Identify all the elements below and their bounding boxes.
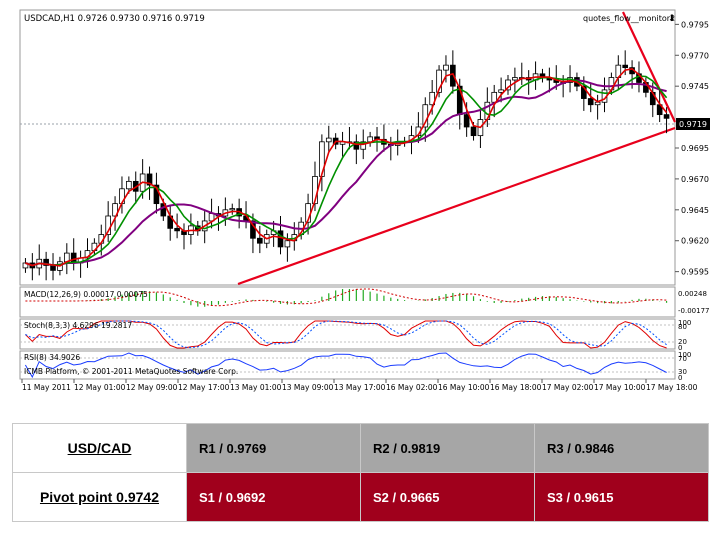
candle-body (43, 258, 49, 266)
ma-mid-line (25, 75, 668, 267)
price-tick-label: 0.9645 (681, 206, 709, 215)
price-axis: 0.9795 0.9770 0.9745 0.9695 0.9670 0.9645 0.96… (675, 20, 709, 277)
price-tick-label: 0.9620 (681, 237, 709, 246)
time-tick-label: 17 May 10:00 (594, 383, 646, 392)
candle-body (360, 141, 367, 150)
candle-body (257, 237, 263, 244)
indicator-arrow-icon: ⬇ (668, 14, 676, 24)
rsi-tick-70: 70 (678, 355, 687, 363)
macd-tick-bottom: -0.00177 (678, 307, 709, 315)
chart-area: 0.9795 0.9770 0.9745 0.9695 0.9670 0.9645 0.96… (19, 9, 710, 392)
macd-tick-top: 0.00248 (678, 290, 707, 298)
candle-body (491, 91, 498, 103)
price-tick-label: 0.9595 (681, 268, 709, 277)
macd-panel (19, 286, 676, 318)
time-tick-label: 12 May 17:00 (178, 383, 230, 392)
candle-body (581, 85, 587, 99)
macd-label: MACD(12,26,9) 0.00017 0.00075 (24, 290, 148, 299)
time-tick-label: 16 May 10:00 (438, 383, 490, 392)
rsi-tick-100: 100 (678, 351, 691, 359)
candle-body (450, 64, 456, 87)
stoch-tick-20: 20 (678, 338, 687, 346)
stoch-main-line (25, 320, 667, 349)
pivot-point-label: Pivot point 0.9742 (12, 472, 187, 522)
candle-body (160, 203, 167, 217)
resistance-row: USD/CAD R1 / 0.9769 R2 / 0.9819 R3 / 0.9… (12, 423, 709, 473)
copyright-text: ICMB Platform, © 2001-2011 MetaQuotes So… (24, 367, 238, 376)
time-tick-label: 13 May 09:00 (282, 383, 334, 392)
time-tick-label: 13 May 17:00 (334, 383, 386, 392)
stoch-tick-80: 80 (678, 323, 687, 331)
rsi-tick-30: 30 (678, 368, 687, 376)
s1-cell: S1 / 0.9692 (186, 472, 361, 522)
candle-body (353, 141, 360, 150)
stoch-tick-0: 0 (678, 344, 682, 352)
candle-body (470, 126, 477, 137)
r2-cell: R2 / 0.9819 (360, 423, 535, 473)
r1-cell: R1 / 0.9769 (186, 423, 361, 473)
candle-body (284, 240, 291, 248)
macd-histogram (73, 289, 668, 307)
resistance-trendline (622, 11, 676, 123)
stoch-panel (19, 318, 676, 350)
time-tick-label: 16 May 18:00 (490, 383, 542, 392)
ma-slow-line (25, 79, 667, 267)
current-price-label: 0.9719 (679, 120, 707, 129)
rsi-tick-0: 0 (678, 374, 682, 382)
r3-cell: R3 / 0.9846 (534, 423, 709, 473)
time-tick-label: 16 May 02:00 (386, 383, 438, 392)
candle-body (277, 230, 284, 248)
candle-body (146, 173, 153, 186)
candle-body (663, 114, 670, 119)
price-tick-label: 0.9695 (681, 144, 709, 153)
ma-fast-line (25, 68, 668, 267)
candle-body (622, 64, 629, 69)
time-tick-label: 12 May 01:00 (74, 383, 126, 392)
rsi-panel (19, 350, 676, 380)
pivot-table: USD/CAD R1 / 0.9769 R2 / 0.9819 R3 / 0.9… (12, 423, 709, 522)
candle-body (112, 203, 118, 217)
symbol-info: USDCAD,H1 0.9726 0.9730 0.9716 0.9719 (24, 14, 205, 24)
candle-body (436, 69, 442, 93)
indicator-name: quotes_flow__monitor2 (583, 14, 675, 23)
time-tick-label: 12 May 09:00 (126, 383, 178, 392)
candle-body (443, 64, 449, 71)
rsi-label: RSI(8) 34.9026 (24, 353, 80, 362)
time-tick-label: 17 May 02:00 (542, 383, 594, 392)
stoch-tick-100: 100 (678, 319, 691, 327)
time-tick-label: 13 May 01:00 (230, 383, 282, 392)
candle-body (174, 227, 180, 232)
stoch-label: Stoch(8,3,3) 4.6296 19.2817 (24, 321, 132, 330)
support-row: Pivot point 0.9742 S1 / 0.9692 S2 / 0.96… (12, 472, 709, 522)
candle-body (463, 114, 470, 128)
current-price-badge (676, 118, 710, 130)
time-axis: 11 May 2011 12 May 01:00 12 May 09:00 12 Ma… (21, 379, 698, 392)
price-tick-label: 0.9795 (681, 20, 709, 29)
s2-cell: S2 / 0.9665 (360, 472, 535, 522)
pair-label: USD/CAD (12, 423, 187, 473)
time-tick-label: 11 May 2011 (22, 383, 71, 392)
candle-body (153, 184, 160, 205)
candle-body (126, 180, 132, 190)
rsi-line (24, 352, 667, 379)
price-panel (19, 9, 676, 286)
candle-body (512, 77, 518, 81)
time-tick-label: 17 May 18:00 (646, 383, 698, 392)
candle-body (325, 137, 332, 143)
support-trendline (237, 126, 676, 286)
macd-signal-line (25, 288, 667, 307)
s3-cell: S3 / 0.9615 (534, 472, 709, 522)
candle-body (587, 98, 594, 106)
candle-body (229, 208, 236, 211)
candle-body (429, 91, 435, 106)
price-tick-label: 0.9770 (681, 51, 709, 60)
price-tick-label: 0.9745 (681, 82, 709, 91)
price-tick-label: 0.9670 (681, 175, 709, 184)
